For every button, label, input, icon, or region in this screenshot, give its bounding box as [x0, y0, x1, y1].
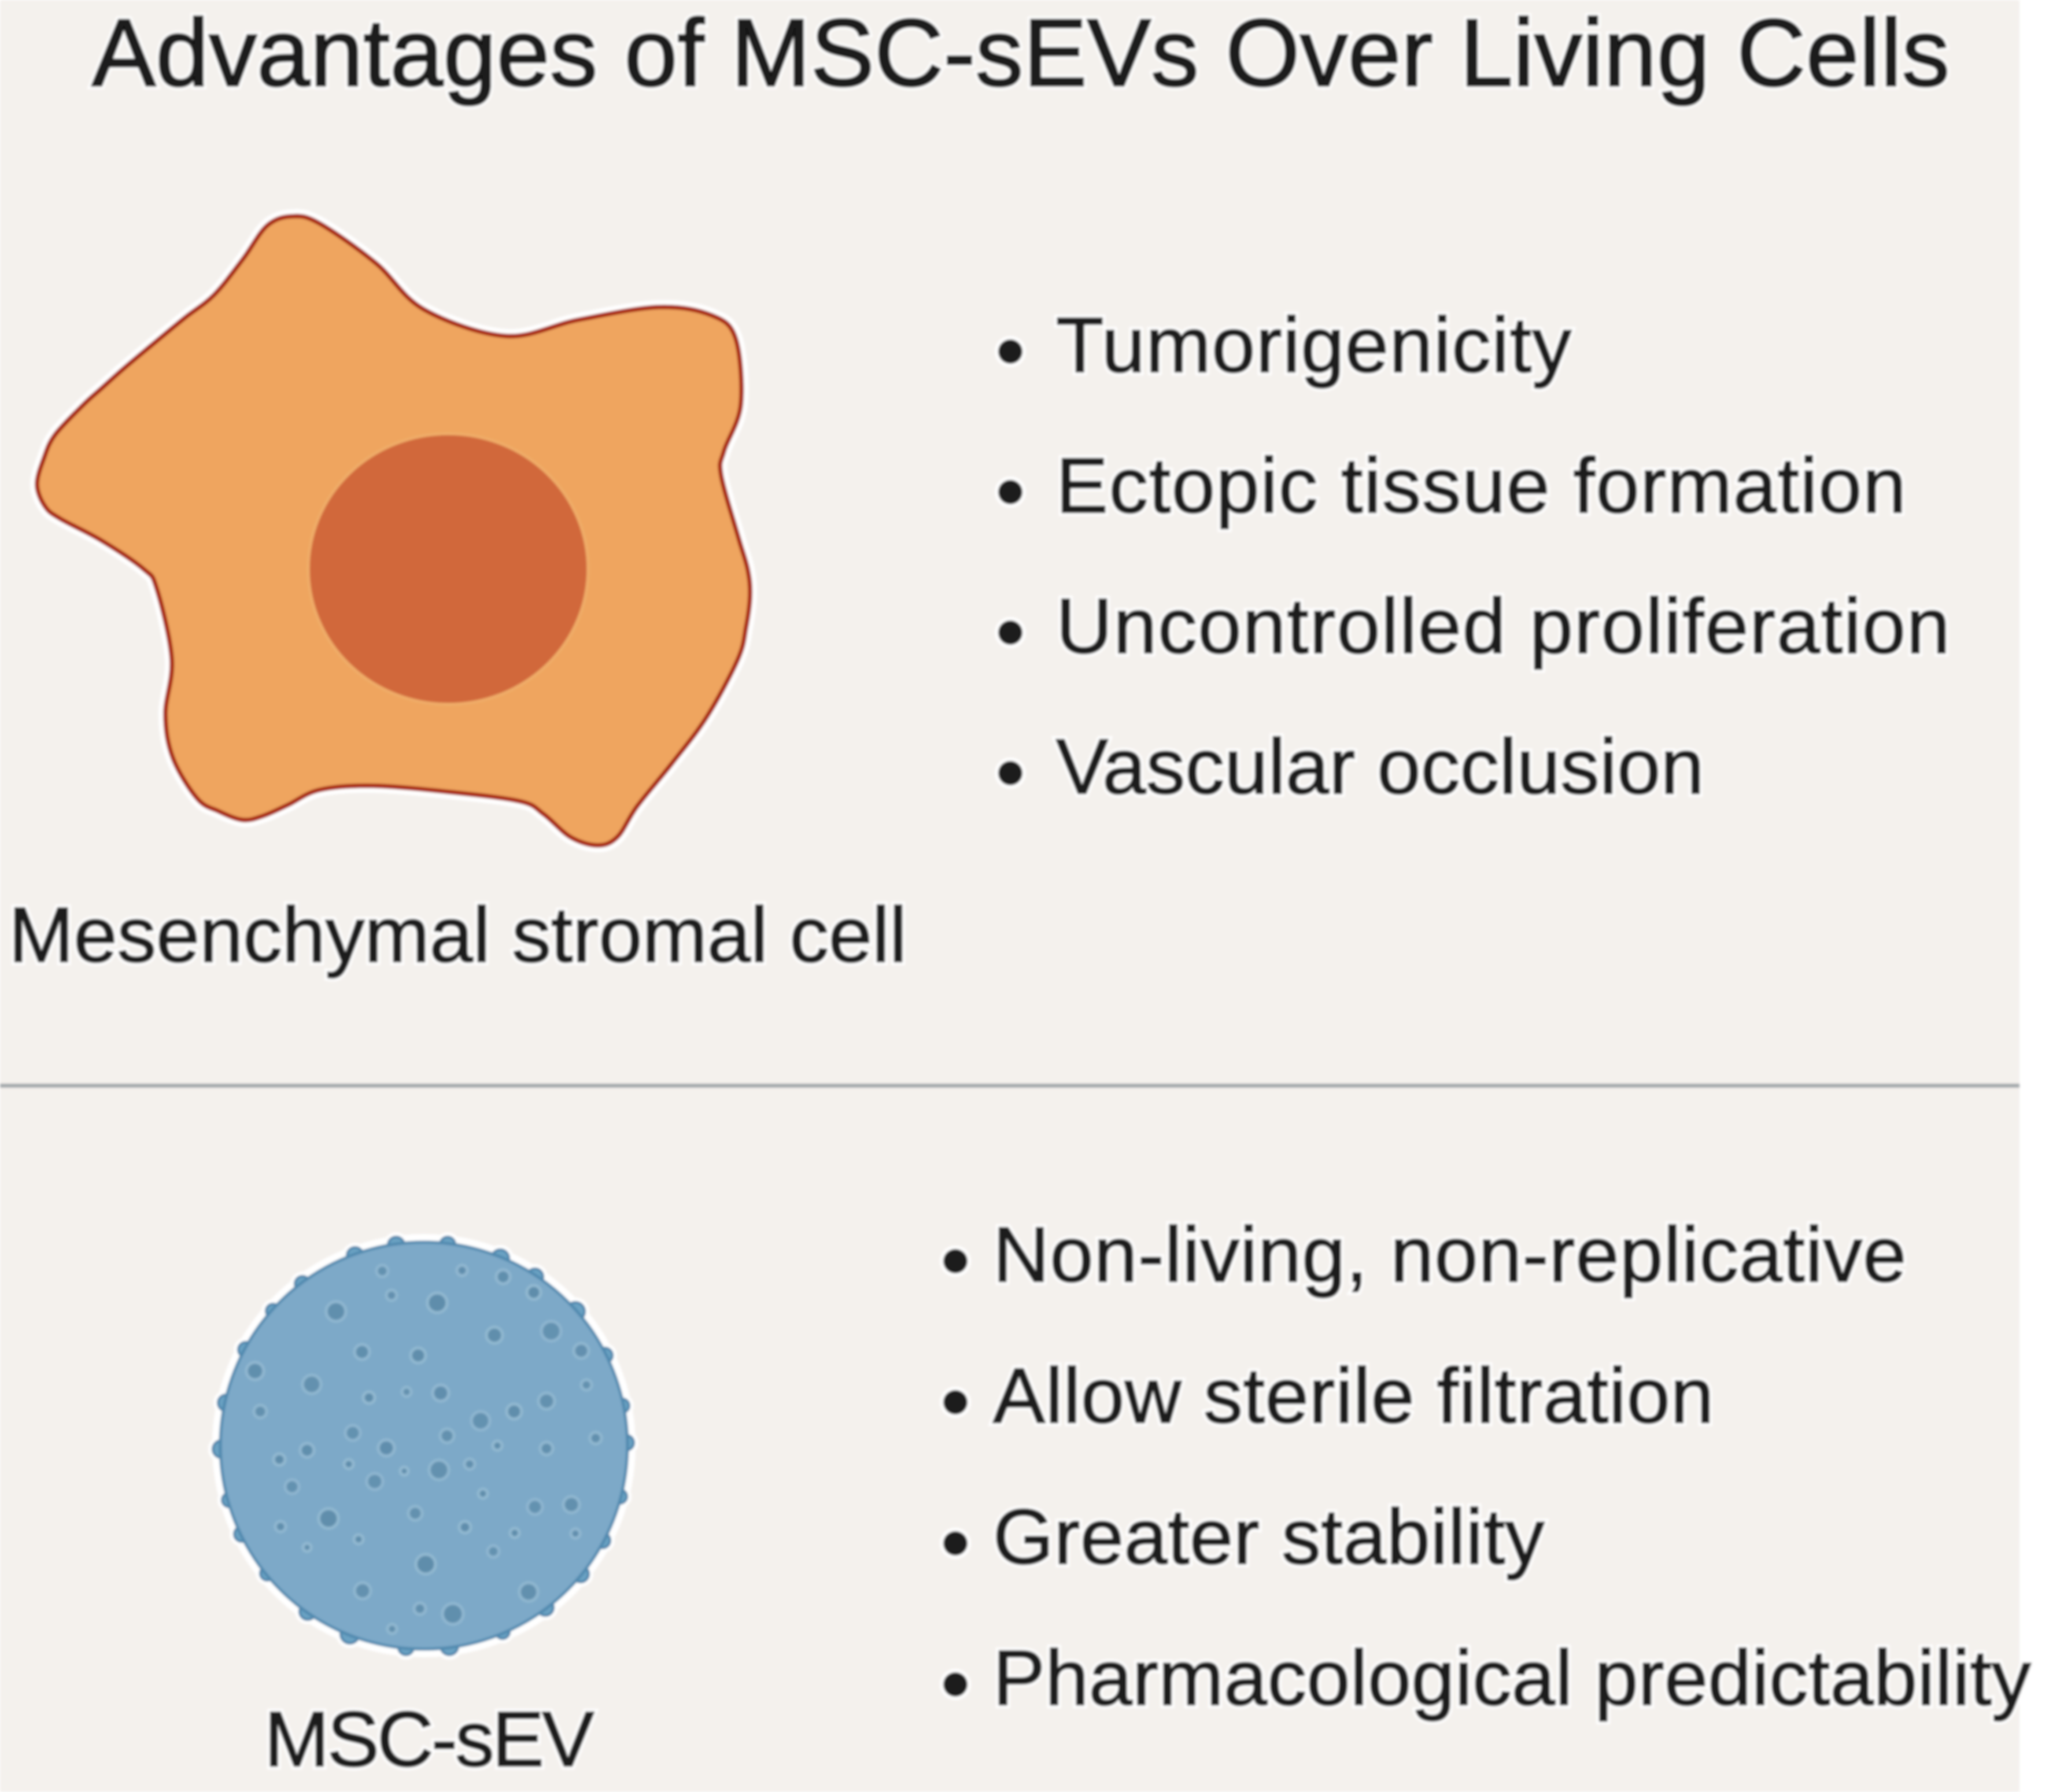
svg-text:Uncontrolled proliferation: Uncontrolled proliferation — [1056, 582, 1951, 670]
svg-text:Allow sterile filtration: Allow sterile filtration — [993, 1352, 1714, 1439]
svg-text:Mesenchymal stromal cell: Mesenchymal stromal cell — [9, 891, 907, 978]
svg-text:MSC-sEV: MSC-sEV — [264, 1695, 594, 1783]
svg-text:Allow sterile filtration: Allow sterile filtration — [993, 1352, 1714, 1439]
svg-text:Ectopic tissue formation: Ectopic tissue formation — [1056, 442, 1907, 529]
svg-text:Vascular occlusion: Vascular occlusion — [1056, 723, 1704, 810]
svg-text:Advantages of MSC-sEVs Over Li: Advantages of MSC-sEVs Over Living Cells — [92, 0, 1950, 106]
svg-text:Uncontrolled proliferation: Uncontrolled proliferation — [1056, 582, 1951, 670]
svg-text:MSC-sEV: MSC-sEV — [264, 1695, 594, 1783]
svg-text:Pharmacological predictability: Pharmacological predictability — [993, 1634, 2031, 1721]
svg-text:Mesenchymal stromal cell: Mesenchymal stromal cell — [9, 891, 907, 978]
svg-text:Tumorigenicity: Tumorigenicity — [1056, 301, 1572, 389]
svg-text:Vascular occlusion: Vascular occlusion — [1056, 723, 1704, 810]
svg-text:Non-living, non-replicative: Non-living, non-replicative — [993, 1211, 1907, 1298]
svg-text:Tumorigenicity: Tumorigenicity — [1056, 301, 1572, 389]
svg-text:Advantages of MSC-sEVs Over Li: Advantages of MSC-sEVs Over Living Cells — [92, 0, 1950, 106]
svg-text:Pharmacological predictability: Pharmacological predictability — [993, 1634, 2031, 1721]
svg-text:Greater stability: Greater stability — [993, 1493, 1545, 1580]
svg-text:Non-living, non-replicative: Non-living, non-replicative — [993, 1211, 1907, 1298]
svg-text:Greater stability: Greater stability — [993, 1493, 1545, 1580]
svg-text:Ectopic tissue formation: Ectopic tissue formation — [1056, 442, 1907, 529]
